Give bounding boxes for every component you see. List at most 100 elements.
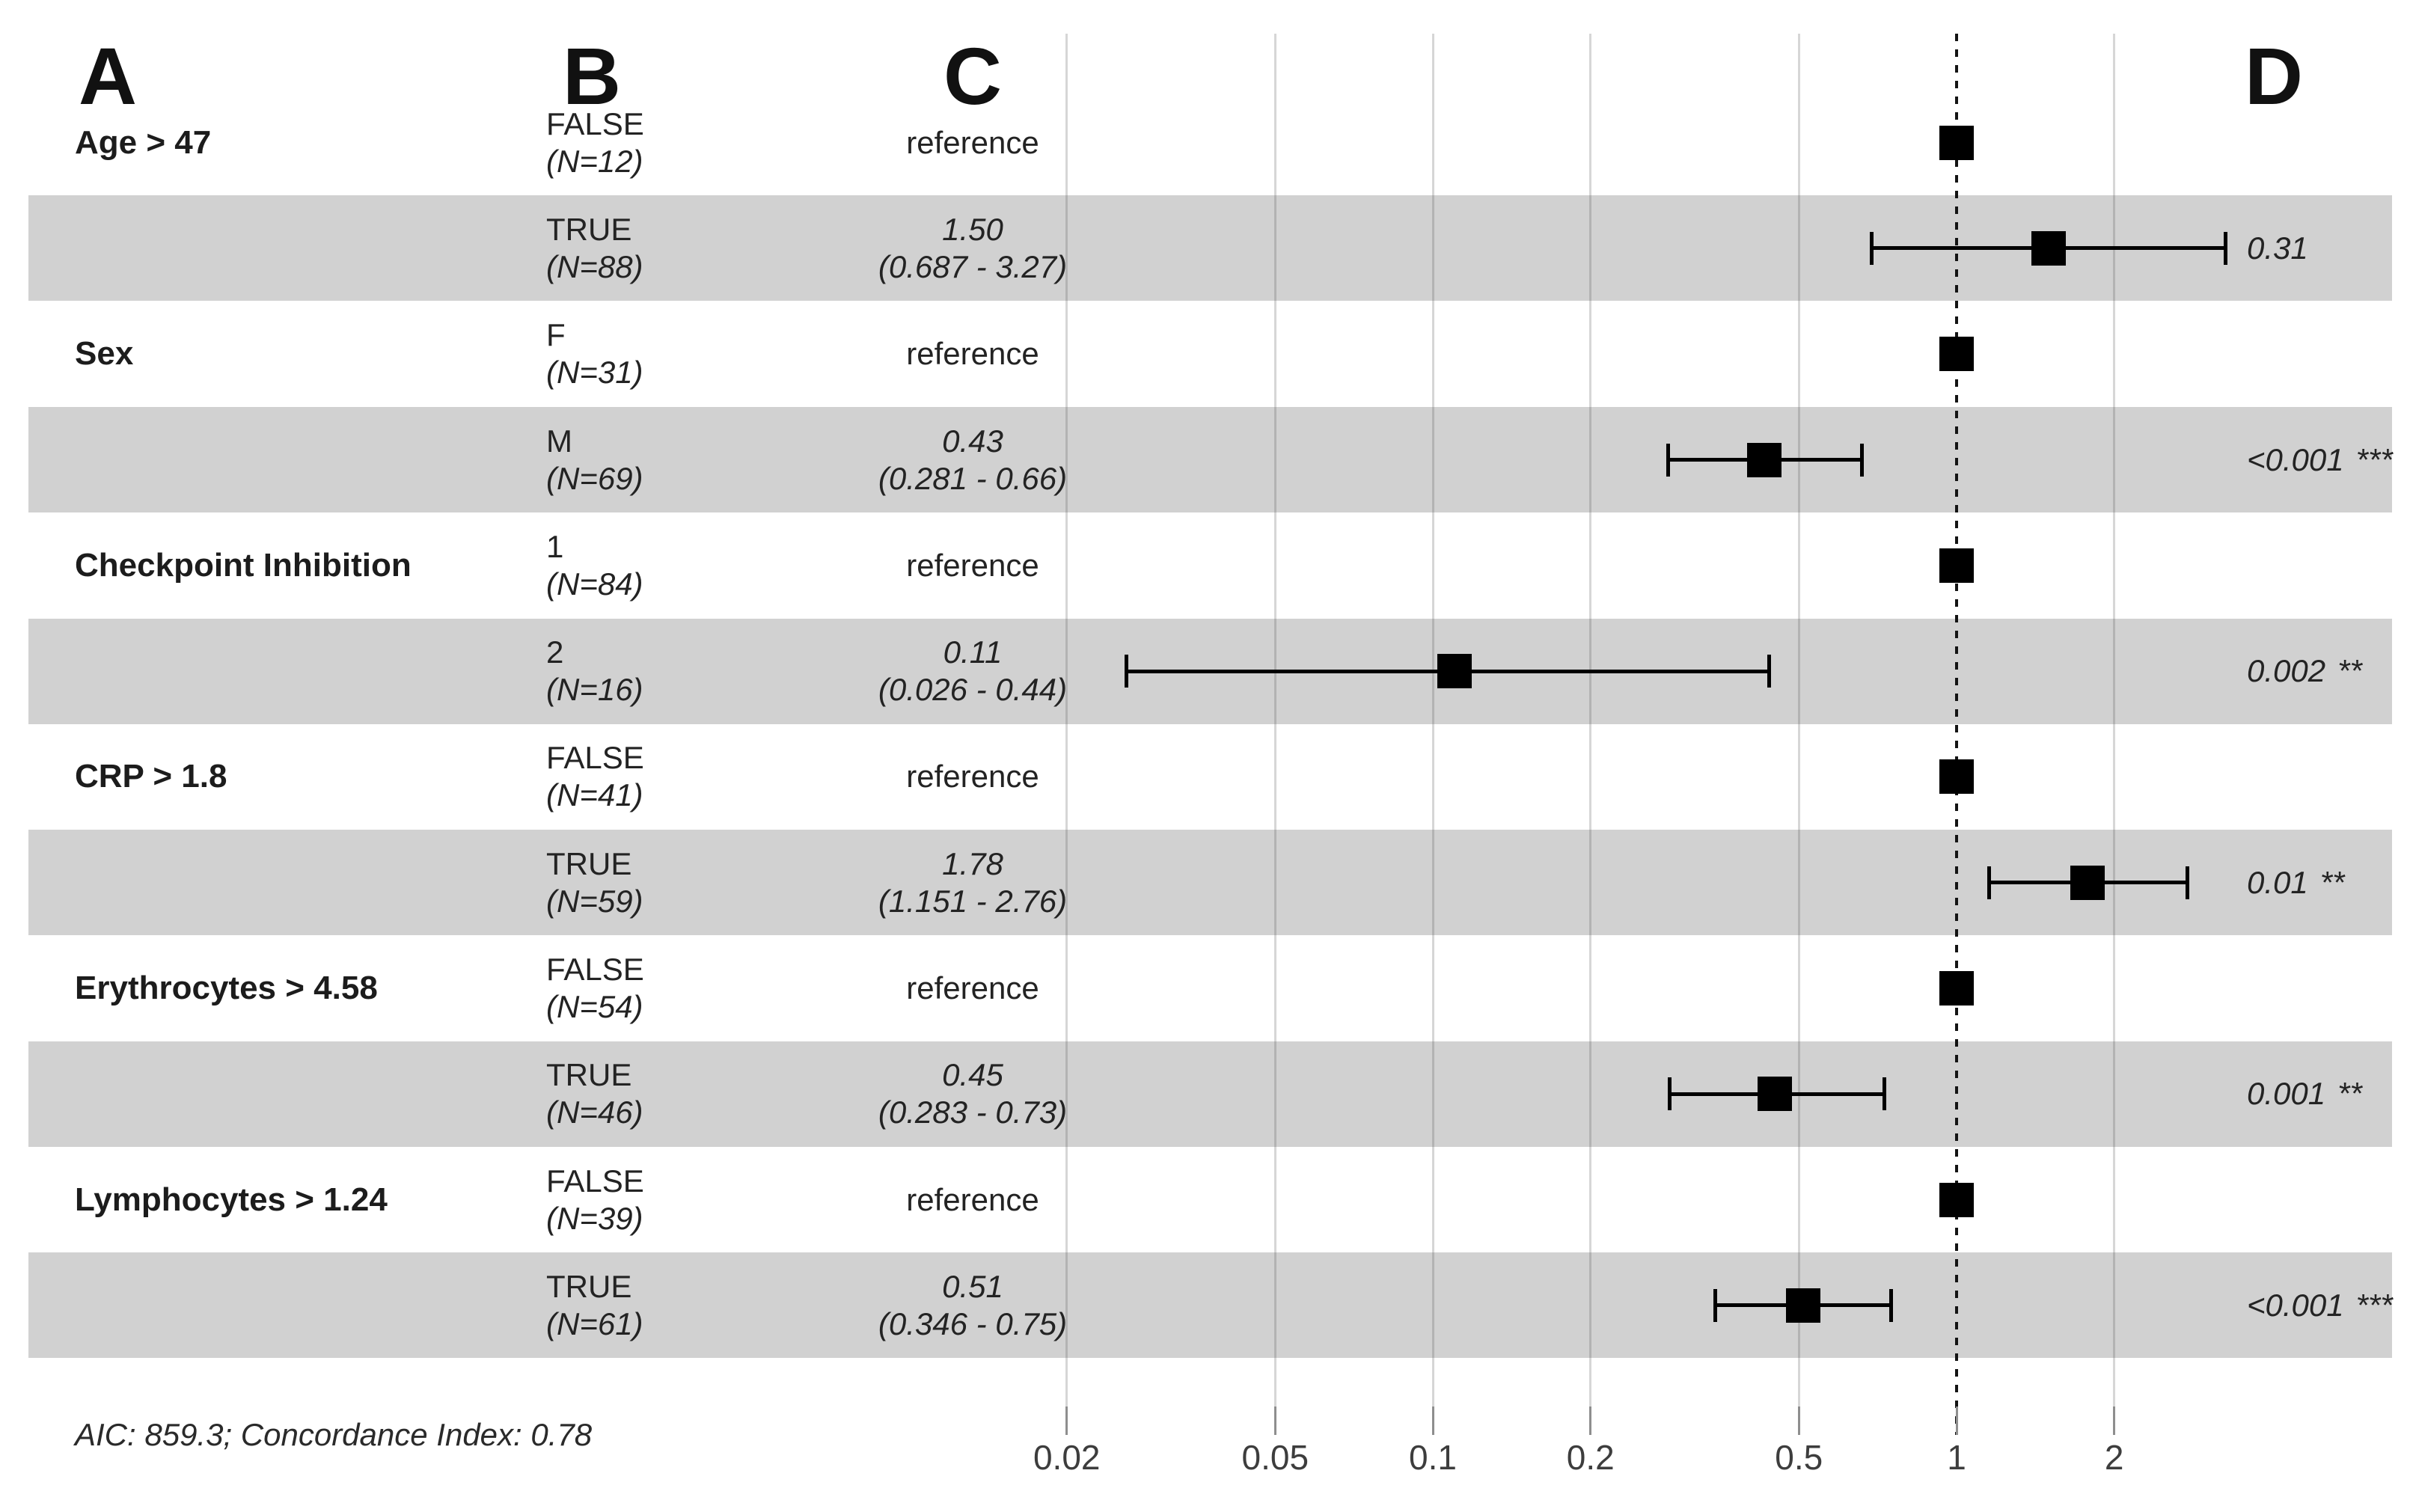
axis-tick xyxy=(2113,1407,2116,1435)
model-fit-footnote: AIC: 859.3; Concordance Index: 0.78 xyxy=(75,1417,593,1452)
level-cell: TRUE (N=46) xyxy=(546,1056,643,1131)
level-cell: TRUE (N=88) xyxy=(546,211,643,286)
row-stripe xyxy=(28,406,2392,512)
estimate-marker xyxy=(1786,1288,1821,1323)
p-value: 0.01 xyxy=(2247,864,2308,900)
axis-tick xyxy=(1273,1407,1276,1435)
variable-label: Erythrocytes > 4.58 xyxy=(75,970,378,1007)
n-label: (N=59) xyxy=(546,883,643,919)
p-value-label: 0.002 ** xyxy=(2247,652,2362,690)
estimate-marker xyxy=(1939,759,1974,795)
x-gridline xyxy=(1589,34,1592,1435)
ci-cap-high xyxy=(1883,1077,1887,1111)
level-label: FALSE xyxy=(546,952,644,988)
estimate-label: 0.43 xyxy=(942,423,1003,459)
n-label: (N=61) xyxy=(546,1306,643,1341)
level-label: FALSE xyxy=(546,740,644,776)
level-label: TRUE xyxy=(546,1057,632,1093)
p-value: 0.002 xyxy=(2247,653,2326,689)
n-label: (N=46) xyxy=(546,1095,643,1130)
n-label: (N=12) xyxy=(546,143,643,179)
estimate-cell: 1.78 (1.151 - 2.76) xyxy=(878,845,1067,920)
ci-cap-high xyxy=(1888,1288,1893,1322)
significance-stars: ** xyxy=(2337,1076,2362,1112)
p-value-label: 0.31 xyxy=(2247,230,2308,267)
ci-cap-high xyxy=(1767,655,1772,688)
estimate-label: 1.50 xyxy=(942,211,1003,247)
n-label: (N=41) xyxy=(546,777,643,813)
n-label: (N=39) xyxy=(546,1200,643,1236)
level-label: TRUE xyxy=(546,845,632,881)
level-cell: TRUE (N=61) xyxy=(546,1268,643,1343)
estimate-marker xyxy=(1758,1077,1793,1112)
ci-cap-low xyxy=(1666,443,1671,477)
x-gridline xyxy=(2113,34,2116,1435)
axis-tick xyxy=(1589,1407,1592,1435)
estimate-label: 0.45 xyxy=(942,1057,1003,1093)
x-gridline xyxy=(1273,34,1276,1435)
level-cell: FALSE (N=54) xyxy=(546,951,644,1026)
estimate-marker xyxy=(1437,654,1472,689)
ci-label: (0.283 - 0.73) xyxy=(878,1095,1068,1130)
estimate-label: reference xyxy=(906,1181,1039,1217)
estimate-cell: 0.51 (0.346 - 0.75) xyxy=(878,1268,1067,1343)
level-cell: FALSE (N=12) xyxy=(546,105,644,180)
variable-label: Sex xyxy=(75,335,134,373)
axis-tick-label: 0.02 xyxy=(1033,1438,1101,1477)
level-cell: FALSE (N=39) xyxy=(546,1163,644,1237)
ci-cap-low xyxy=(1869,231,1874,265)
ci-label: (0.687 - 3.27) xyxy=(878,248,1068,284)
column-header-b: B xyxy=(563,31,621,121)
x-gridline xyxy=(1797,34,1800,1435)
ci-cap-low xyxy=(1668,1077,1672,1111)
estimate-label: reference xyxy=(906,547,1039,583)
estimate-marker xyxy=(1747,442,1782,477)
n-label: (N=69) xyxy=(546,460,643,496)
level-cell: F (N=31) xyxy=(546,316,643,391)
estimate-marker xyxy=(1939,971,1974,1006)
ci-label: (1.151 - 2.76) xyxy=(878,883,1068,919)
axis-tick xyxy=(1065,1407,1068,1435)
column-header-d: D xyxy=(2245,31,2303,121)
estimate-marker xyxy=(1939,337,1974,372)
estimate-label: 0.51 xyxy=(942,1268,1003,1304)
variable-label: CRP > 1.8 xyxy=(75,758,227,795)
n-label: (N=84) xyxy=(546,566,643,602)
significance-stars: *** xyxy=(2355,1287,2393,1323)
level-label: TRUE xyxy=(546,1268,632,1304)
estimate-marker xyxy=(1939,1182,1974,1217)
variable-label: Age > 47 xyxy=(75,123,212,161)
p-value: <0.001 xyxy=(2247,1287,2344,1323)
axis-tick-label: 0.05 xyxy=(1241,1438,1309,1477)
level-cell: FALSE (N=41) xyxy=(546,739,644,814)
p-value-label: 0.001 ** xyxy=(2247,1075,2362,1112)
estimate-label: reference xyxy=(906,336,1039,372)
estimate-cell: 1.50 (0.687 - 3.27) xyxy=(878,211,1067,286)
level-label: TRUE xyxy=(546,211,632,247)
p-value-label: 0.01 ** xyxy=(2247,864,2344,902)
ci-cap-high xyxy=(2224,231,2228,265)
estimate-marker xyxy=(2031,230,2067,266)
estimate-marker xyxy=(1939,548,1974,583)
axis-tick-label: 2 xyxy=(2104,1438,2124,1477)
level-label: F xyxy=(546,317,566,353)
n-label: (N=16) xyxy=(546,672,643,708)
row-stripe xyxy=(28,1041,2392,1147)
significance-stars: ** xyxy=(2319,864,2345,900)
level-cell: TRUE (N=59) xyxy=(546,845,643,920)
ci-cap-low xyxy=(1987,866,1991,899)
p-value-label: <0.001 *** xyxy=(2247,441,2393,479)
axis-tick-label: 0.5 xyxy=(1775,1438,1823,1477)
estimate-cell: 0.43 (0.281 - 0.66) xyxy=(878,423,1067,498)
reference-line xyxy=(1955,34,1958,1435)
level-label: 1 xyxy=(546,528,564,564)
estimate-marker xyxy=(2070,865,2105,900)
estimate-label: 1.78 xyxy=(942,845,1003,881)
estimate-label: reference xyxy=(906,124,1039,160)
n-label: (N=31) xyxy=(546,355,643,391)
level-cell: 1 (N=84) xyxy=(546,528,643,603)
level-label: 2 xyxy=(546,634,564,670)
n-label: (N=54) xyxy=(546,989,643,1025)
estimate-cell: 0.45 (0.283 - 0.73) xyxy=(878,1056,1067,1131)
ci-cap-high xyxy=(2185,866,2189,899)
